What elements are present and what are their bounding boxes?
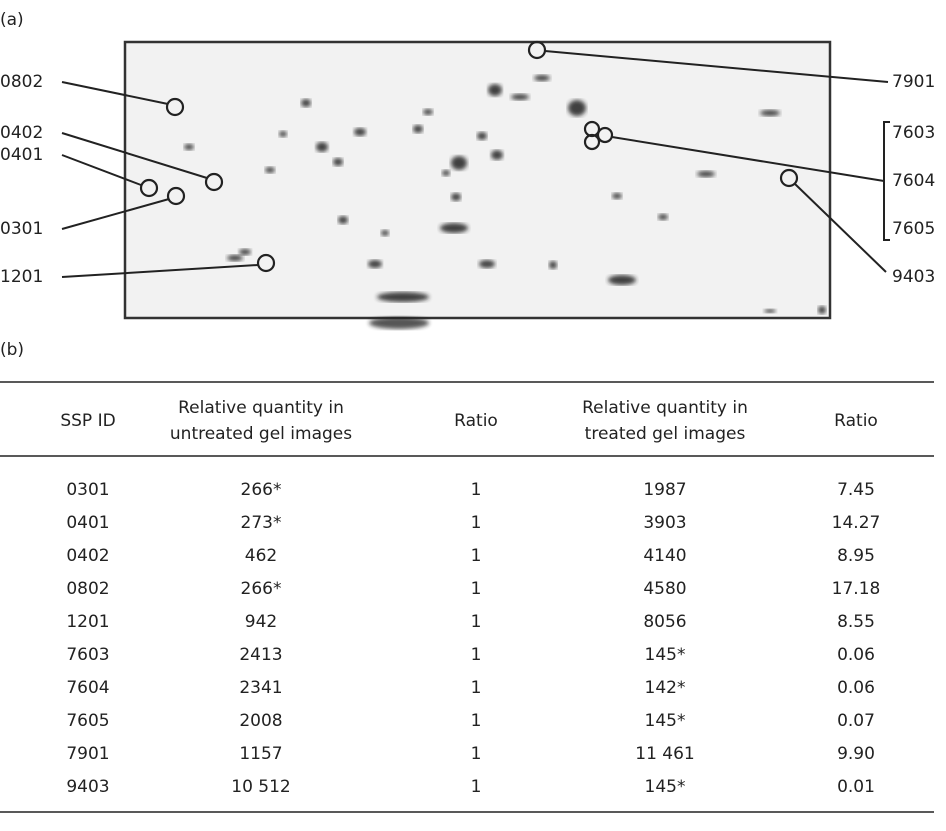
table-cell: 1 [471,645,482,665]
table-cell: 8056 [643,612,686,632]
table-cell: 2413 [239,645,282,665]
table-cell: 4580 [643,579,686,599]
column-header: treated gel images [585,424,746,444]
table-cell: 0.06 [837,678,875,698]
table-cell: 10 512 [231,777,290,797]
column-header: Relative quantity in [178,398,344,418]
spot-label: 7605 [892,219,935,239]
table-cell: 11 461 [635,744,694,764]
spot-label: 1201 [0,267,43,287]
table-cell: 0401 [66,513,109,533]
table-cell: 0.06 [837,645,875,665]
table-cell: 1 [471,480,482,500]
table-cell: 14.27 [832,513,881,533]
table-cell: 273* [241,513,282,533]
table-cell: 7.45 [837,480,875,500]
table-cell: 145* [645,711,686,731]
table-cell: 9403 [66,777,109,797]
table-cell: 1201 [66,612,109,632]
table-cell: 9.90 [837,744,875,764]
figure: (a) [0,0,946,831]
table-cell: 1157 [239,744,282,764]
table-cell: 0.07 [837,711,875,731]
table-cell: 2008 [239,711,282,731]
table-cell: 8.55 [837,612,875,632]
table-cell: 1 [471,678,482,698]
spot-label: 0401 [0,145,43,165]
table-cell: 3903 [643,513,686,533]
table-cell: 1 [471,711,482,731]
table-cell: 942 [245,612,277,632]
table-cell: 4140 [643,546,686,566]
table-cell: 17.18 [832,579,881,599]
table-cell: 1 [471,579,482,599]
column-header: untreated gel images [170,424,352,444]
spot-label: 0301 [0,219,43,239]
table-cell: 1 [471,513,482,533]
spot-label: 9403 [892,267,935,287]
column-header: SSP ID [60,411,115,431]
table-cell: 145* [645,777,686,797]
table-cell: 0402 [66,546,109,566]
spot-label: 7603 [892,123,935,143]
table-cell: 7901 [66,744,109,764]
column-header: Ratio [454,411,498,431]
table-cell: 1 [471,612,482,632]
table-cell: 0.01 [837,777,875,797]
table-cell: 142* [645,678,686,698]
table-cell: 7604 [66,678,109,698]
table-cell: 0301 [66,480,109,500]
table-cell: 266* [241,579,282,599]
table-cell: 1 [471,546,482,566]
column-header: Relative quantity in [582,398,748,418]
table-cell: 0802 [66,579,109,599]
column-header: Ratio [834,411,878,431]
spot-label: 0402 [0,123,43,143]
table-cell: 1987 [643,480,686,500]
panel-label: (b) [0,340,24,360]
table-cell: 7605 [66,711,109,731]
table-cell: 7603 [66,645,109,665]
spot-label: 7901 [892,72,935,92]
table-cell: 1 [471,744,482,764]
spot-label: 7604 [892,171,935,191]
table-cell: 1 [471,777,482,797]
table-cell: 2341 [239,678,282,698]
table-cell: 8.95 [837,546,875,566]
table-cell: 462 [245,546,277,566]
table-cell: 145* [645,645,686,665]
spot-label: 0802 [0,72,43,92]
table-cell: 266* [241,480,282,500]
panel-label: (a) [0,10,24,30]
gel-image [62,42,890,329]
